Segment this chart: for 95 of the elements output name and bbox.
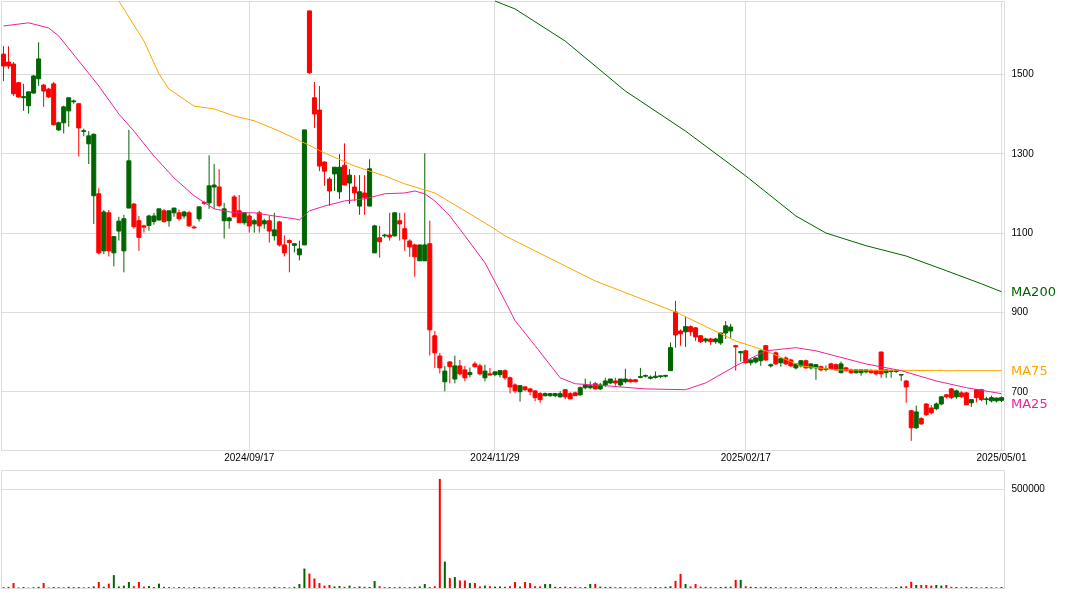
bar <box>423 584 426 588</box>
candlestick <box>482 364 488 382</box>
candlestick <box>246 213 252 234</box>
candlestick <box>913 405 919 430</box>
bar <box>589 584 592 588</box>
bar <box>935 585 938 588</box>
candlestick <box>216 168 222 208</box>
y-tick-label: 1500 <box>1011 68 1035 80</box>
bar <box>112 575 115 588</box>
candlestick <box>21 83 27 112</box>
line-series <box>3 22 1002 395</box>
bar <box>694 584 697 588</box>
candlestick <box>326 176 332 207</box>
candlestick <box>377 225 383 259</box>
series-label: MA25 <box>1011 396 1048 412</box>
candlestick <box>111 236 117 267</box>
bar <box>945 585 948 588</box>
bar <box>920 585 923 588</box>
candlestick <box>517 384 523 403</box>
candlestick <box>437 352 443 374</box>
bar <box>674 580 677 588</box>
bar <box>468 583 471 588</box>
bar <box>739 579 742 588</box>
bar <box>549 584 552 588</box>
candlestick <box>271 212 277 242</box>
candlestick <box>733 344 739 372</box>
candlestick <box>903 379 909 404</box>
candlestick <box>402 212 408 252</box>
bar <box>458 580 461 588</box>
candlestick <box>397 212 403 242</box>
bar <box>298 584 301 588</box>
candlestick <box>256 210 262 234</box>
candlestick <box>266 215 272 244</box>
y-tick-label: 700 <box>1011 385 1029 397</box>
bar <box>594 584 597 588</box>
y-tick-label: 900 <box>1011 306 1029 318</box>
candlestick <box>487 367 493 376</box>
candlestick <box>683 316 689 348</box>
candlestick <box>432 330 438 369</box>
candlestick <box>447 360 453 384</box>
bar <box>463 580 466 588</box>
bar <box>303 568 306 588</box>
candlestick <box>467 367 473 378</box>
bar <box>529 583 532 588</box>
candlestick <box>1 45 7 82</box>
candlestick <box>668 342 673 372</box>
candlestick <box>387 212 393 242</box>
bar <box>448 578 451 588</box>
bar <box>679 573 682 588</box>
bar <box>127 582 130 588</box>
x-tick-label: 2024/09/17 <box>224 451 275 463</box>
candlestick <box>286 238 292 273</box>
bar <box>328 585 331 588</box>
bar <box>544 584 547 588</box>
candlestick <box>236 194 242 224</box>
line-series <box>118 0 1002 372</box>
bar <box>137 582 140 588</box>
bar <box>684 584 687 588</box>
bar <box>443 561 446 588</box>
x-tick-label: 2025/02/17 <box>720 451 772 463</box>
bar <box>97 582 100 588</box>
y-tick-label: 500000 <box>1011 483 1046 495</box>
candlestick <box>452 355 458 384</box>
bar <box>42 583 45 588</box>
bar <box>373 581 376 588</box>
bar <box>925 585 928 588</box>
candlestick <box>342 142 348 186</box>
line-series <box>494 0 1002 293</box>
candlestick <box>296 240 302 261</box>
bar <box>313 578 316 588</box>
bar <box>734 579 737 588</box>
candlestick <box>357 174 363 216</box>
candlestick <box>347 168 353 205</box>
bar <box>514 582 517 588</box>
x-tick-label: 2024/11/29 <box>470 451 521 463</box>
candlestick <box>392 212 398 238</box>
candlestick <box>362 174 368 216</box>
candlestick <box>908 409 914 442</box>
bar <box>473 583 476 588</box>
x-tick-label: 2025/05/01 <box>976 451 1027 463</box>
y-tick-label: 1300 <box>1011 147 1035 159</box>
series-label: MA200 <box>1011 283 1056 299</box>
bar <box>12 583 15 588</box>
bar <box>438 478 441 588</box>
bar <box>524 582 527 588</box>
bar <box>308 573 311 588</box>
series-label: MA75 <box>1011 362 1048 378</box>
candlestick <box>442 365 448 392</box>
y-tick-label: 1100 <box>1011 227 1034 239</box>
candlestick <box>673 300 679 349</box>
bar <box>318 583 321 588</box>
bar <box>453 577 456 588</box>
bar <box>910 581 913 588</box>
candlestick <box>352 174 358 202</box>
bar <box>915 585 918 588</box>
